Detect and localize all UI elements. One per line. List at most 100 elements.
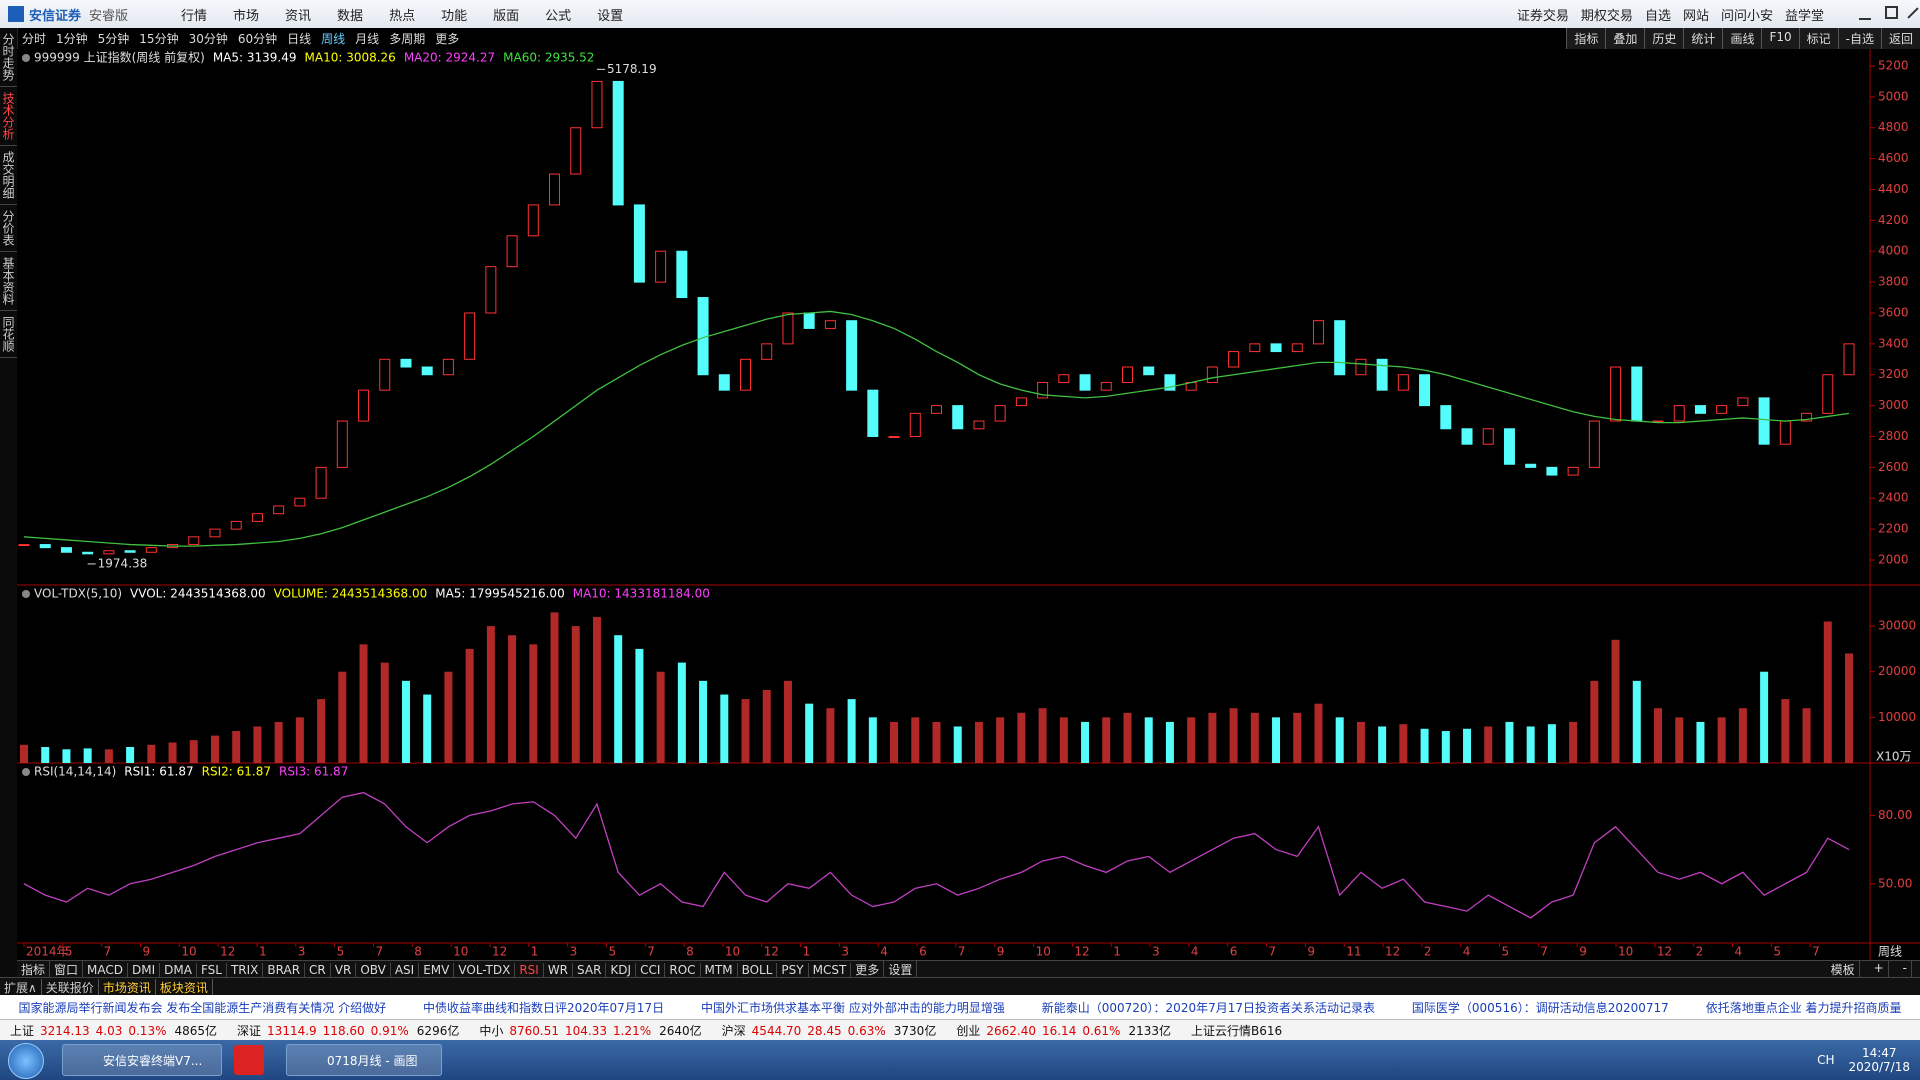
period-button[interactable]: 月线	[355, 32, 380, 46]
period-button[interactable]: 多周期	[389, 32, 426, 46]
side-tab[interactable]: 同花顺	[0, 311, 17, 358]
indicator-tab[interactable]: 指标	[17, 961, 51, 978]
side-tab[interactable]: 成交明细	[0, 146, 17, 205]
menu-item[interactable]: 版面	[493, 8, 520, 24]
bottom-tab[interactable]: 扩展∧	[0, 978, 42, 996]
tool-button[interactable]: 叠加	[1605, 28, 1645, 49]
task-app[interactable]: 安信安睿终端V7...	[62, 1044, 222, 1076]
indicator-tab[interactable]: ROC	[665, 962, 701, 977]
tool-button[interactable]: 画线	[1722, 28, 1762, 49]
menu-item[interactable]: 设置	[597, 8, 624, 24]
menu-right-item[interactable]: 期权交易	[1580, 8, 1633, 24]
period-button[interactable]: 日线	[287, 32, 312, 46]
indicator-tab[interactable]: CR	[305, 962, 331, 977]
indicator-tab[interactable]: DMI	[128, 962, 161, 977]
tool-button[interactable]: 返回	[1880, 28, 1920, 49]
indicator-tab[interactable]: TRIX	[227, 962, 264, 977]
index-pct: 0.61%	[1082, 1024, 1121, 1038]
news-item[interactable]: 新能泰山（000720）：2020年7月17日投资者关系活动记录表	[1041, 1000, 1375, 1015]
indicator-tab[interactable]: DMA	[160, 962, 197, 977]
indicator-tab[interactable]: MCST	[809, 962, 852, 977]
tool-button[interactable]: -自选	[1837, 28, 1881, 49]
indicator-right[interactable]: +	[1870, 961, 1889, 978]
period-button[interactable]: 30分钟	[188, 32, 228, 46]
side-tab[interactable]: 技术分析	[0, 87, 17, 146]
indicator-tab[interactable]: 更多	[851, 961, 885, 978]
menu-right-item[interactable]: 自选	[1644, 8, 1671, 24]
indicator-right[interactable]: 模板	[1827, 961, 1860, 978]
date-label: 3	[1152, 945, 1160, 959]
candle	[82, 551, 94, 555]
period-button[interactable]: 5分钟	[97, 32, 130, 46]
period-button[interactable]: 1分钟	[56, 32, 88, 46]
indicator-tab[interactable]: FSL	[197, 962, 227, 977]
indicator-tab[interactable]: EMV	[419, 962, 455, 977]
indicator-tab[interactable]: RSI	[515, 962, 544, 977]
indicator-right[interactable]: -	[1899, 961, 1912, 978]
bottom-tab[interactable]: 市场资讯	[99, 978, 156, 996]
window-controls	[1859, 6, 1919, 20]
menu-item[interactable]: 市场	[233, 8, 260, 24]
indicator-tab[interactable]: 窗口	[50, 961, 84, 978]
indicator-tab[interactable]: BRAR	[263, 962, 306, 977]
period-button[interactable]: 分时	[22, 32, 47, 46]
news-item[interactable]: 中债收益率曲线和指数日评2020年07月17日	[423, 1000, 665, 1015]
task-app[interactable]: 0718月线 - 画图	[286, 1044, 442, 1076]
indicator-tab[interactable]: VR	[331, 962, 357, 977]
period-button[interactable]: 更多	[435, 32, 460, 46]
menu-right-item[interactable]: 问问小安	[1720, 8, 1773, 24]
period-button[interactable]: 15分钟	[139, 32, 179, 46]
close[interactable]	[1907, 7, 1919, 19]
menu-item[interactable]: 数据	[337, 8, 364, 24]
y-tick-label: 2400	[1878, 491, 1909, 505]
menu-right-item[interactable]: 益学堂	[1784, 8, 1824, 24]
indicator-tab[interactable]: VOL-TDX	[454, 962, 516, 977]
side-tab[interactable]: 分时走势	[0, 28, 17, 87]
menu-item[interactable]: 行情	[181, 8, 208, 24]
side-tab[interactable]: 基本资料	[0, 252, 17, 311]
indicator-tab[interactable]: ASI	[391, 962, 420, 977]
news-item[interactable]: 中国外汇市场供求基本平衡 应对外部冲击的能力明显增强	[701, 1000, 1005, 1015]
tool-button[interactable]: F10	[1761, 28, 1799, 49]
volume-bar	[1123, 712, 1132, 763]
indicator-tab[interactable]: BOLL	[738, 962, 778, 977]
news-item[interactable]: 依托落地重点企业 着力提升招商质量	[1705, 1000, 1902, 1015]
bottom-tab[interactable]: 板块资讯	[156, 978, 213, 996]
y-tick-label: 2800	[1878, 429, 1909, 443]
start-button[interactable]	[8, 1043, 44, 1079]
news-item[interactable]: 国际医学（000516）：调研活动信息20200717	[1411, 1000, 1669, 1015]
tool-button[interactable]: 统计	[1683, 28, 1723, 49]
indicator-tab[interactable]: KDJ	[606, 962, 637, 977]
menu-item[interactable]: 热点	[389, 8, 416, 24]
indicator-tab[interactable]: MACD	[83, 962, 129, 977]
period-button[interactable]: 周线	[321, 32, 346, 46]
tool-button[interactable]: 标记	[1798, 28, 1838, 49]
indicator-tab[interactable]: PSY	[777, 962, 809, 977]
maximize[interactable]	[1885, 6, 1898, 19]
minimize[interactable]	[1859, 6, 1871, 20]
indicator-tab[interactable]: CCI	[636, 962, 666, 977]
bottom-tab[interactable]: 关联报价	[42, 978, 99, 996]
menu-right-item[interactable]: 证券交易	[1516, 8, 1569, 24]
indicator-tab[interactable]: MTM	[701, 962, 738, 977]
app-icon[interactable]	[234, 1045, 264, 1075]
candle	[973, 420, 985, 430]
volume-bar	[1335, 717, 1344, 763]
panel-icon	[22, 768, 30, 776]
news-item[interactable]: 国家能源局举行新闻发布会 发布全国能源生产消费有关情况 介绍做好	[18, 1000, 387, 1015]
tool-button[interactable]: 历史	[1644, 28, 1684, 49]
tool-button[interactable]: 指标	[1566, 28, 1606, 49]
indicator-tab[interactable]: 设置	[884, 961, 918, 978]
period-button[interactable]: 60分钟	[237, 32, 278, 46]
menu-item[interactable]: 公式	[545, 8, 572, 24]
candle	[230, 520, 242, 530]
side-tab[interactable]: 分价表	[0, 205, 17, 252]
index-name: 深证	[237, 1024, 262, 1038]
indicator-tab[interactable]: SAR	[573, 962, 607, 977]
candle	[740, 358, 752, 391]
menu-right-item[interactable]: 网站	[1682, 8, 1709, 24]
menu-item[interactable]: 资讯	[285, 8, 312, 24]
indicator-tab[interactable]: OBV	[356, 962, 391, 977]
indicator-tab[interactable]: WR	[544, 962, 574, 977]
menu-item[interactable]: 功能	[441, 8, 468, 24]
